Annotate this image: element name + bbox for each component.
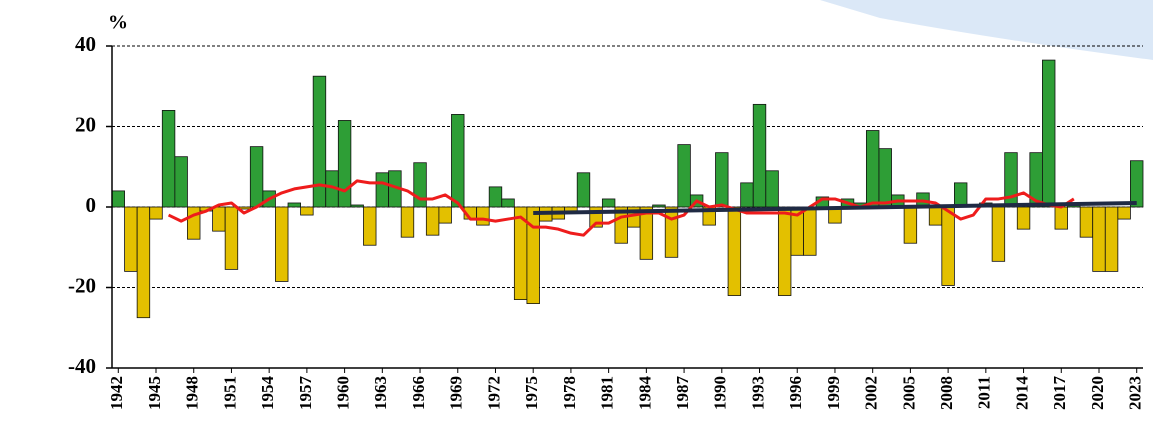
- x-tick-label: 1972: [484, 376, 503, 410]
- bar: [740, 182, 754, 208]
- x-tick-label: 1963: [371, 376, 390, 410]
- bar: [476, 206, 490, 226]
- x-tick-label: 1945: [145, 376, 164, 410]
- line: [167, 179, 1075, 237]
- decoration: [820, 0, 1153, 60]
- bar: [576, 172, 591, 208]
- bar: [149, 206, 163, 220]
- x-tick-label: 1993: [748, 376, 767, 410]
- x-tick-label: 2002: [862, 376, 881, 410]
- x-tick-label: 1981: [598, 376, 617, 410]
- bar: [1016, 206, 1031, 230]
- bar: [438, 206, 452, 224]
- bar: [451, 114, 465, 208]
- bar: [1079, 206, 1094, 238]
- x-tick-label: 1948: [183, 376, 202, 410]
- bar: [765, 170, 779, 208]
- x-tick-label: 1990: [711, 376, 730, 410]
- x-tick-label: 2023: [1126, 376, 1145, 410]
- x-tick-label: 1960: [334, 376, 353, 410]
- bar: [124, 206, 138, 272]
- bar: [803, 206, 817, 256]
- bar: [903, 206, 918, 244]
- x-tick-label: 2011: [975, 376, 994, 409]
- bar: [677, 144, 691, 208]
- y-tick-label: -20: [68, 273, 96, 297]
- x-tick-label: 1969: [447, 376, 466, 410]
- x-tick-label: 1987: [673, 376, 692, 411]
- bar: [928, 206, 943, 226]
- bar: [275, 206, 289, 282]
- bar: [1092, 206, 1106, 272]
- y-axis-label: %: [108, 12, 128, 34]
- bar: [878, 148, 892, 208]
- bar: [488, 186, 503, 208]
- bar: [1117, 206, 1131, 220]
- bar: [715, 152, 729, 208]
- x-tick-label: 1984: [635, 376, 654, 411]
- x-tick-label: 2008: [937, 376, 956, 410]
- bar: [941, 206, 955, 286]
- bar: [212, 206, 226, 232]
- x-tick-label: 2014: [1012, 376, 1031, 411]
- bar: [1054, 206, 1068, 230]
- bar: [287, 202, 301, 208]
- bar: [1042, 59, 1056, 208]
- bar: [1130, 160, 1144, 208]
- x-tick-label: 1996: [786, 376, 805, 410]
- bar: [1104, 206, 1119, 272]
- bar: [865, 130, 880, 208]
- bar: [161, 110, 176, 208]
- x-tick-label: 1942: [107, 376, 126, 410]
- bar: [224, 206, 239, 270]
- bar: [174, 156, 188, 208]
- bar: [187, 206, 201, 240]
- bar: [727, 206, 742, 296]
- y-tick-label: 20: [75, 112, 96, 136]
- bar: [375, 172, 390, 208]
- y-tick-label: 0: [86, 193, 97, 217]
- bar: [312, 75, 327, 208]
- x-tick-label: 2017: [1050, 376, 1069, 411]
- bar: [400, 206, 415, 238]
- bar: [249, 146, 264, 208]
- x-tick-label: 1966: [409, 376, 428, 410]
- x-tick-label: 1999: [824, 376, 843, 410]
- bar: [601, 198, 616, 208]
- x-tick-label: 2020: [1088, 376, 1107, 410]
- x-tick-label: 1954: [258, 376, 277, 411]
- bar: [664, 206, 679, 258]
- bar: [526, 206, 540, 304]
- bar: [501, 198, 515, 208]
- bar: [136, 206, 151, 319]
- x-tick-label: 2005: [899, 376, 918, 410]
- bar: [991, 206, 1006, 262]
- x-tick-label: 1951: [220, 376, 239, 410]
- bar: [752, 103, 767, 208]
- bar: [425, 206, 440, 236]
- x-tick-label: 1957: [296, 376, 315, 411]
- line: [533, 200, 1137, 216]
- y-tick-label: 40: [75, 32, 96, 56]
- x-tick-label: 1975: [522, 376, 541, 410]
- bar: [350, 204, 364, 208]
- x-tick-label: 1978: [560, 376, 579, 410]
- bar: [300, 206, 314, 216]
- bar: [777, 206, 792, 296]
- bar: [652, 204, 666, 208]
- y-tick-label: -40: [68, 354, 96, 378]
- bar: [639, 206, 654, 260]
- bar: [337, 120, 352, 208]
- bar: [363, 206, 377, 246]
- bar: [954, 182, 968, 208]
- bar: [111, 190, 125, 208]
